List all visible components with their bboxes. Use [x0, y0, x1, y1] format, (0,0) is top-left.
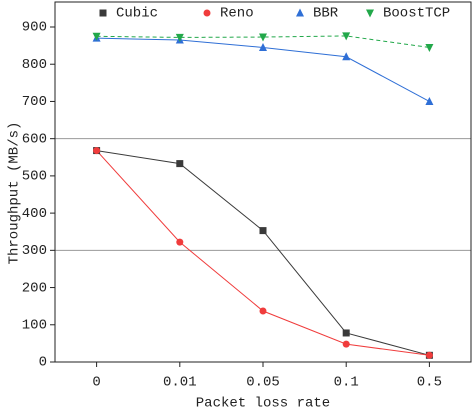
y-tick-label: 100 — [22, 317, 47, 333]
marker — [259, 33, 267, 42]
marker — [92, 32, 101, 41]
x-axis-label: Packet loss rate — [196, 396, 330, 412]
series-line — [96, 150, 430, 356]
y-tick-label: 400 — [22, 206, 47, 222]
marker — [259, 227, 267, 235]
y-axis-label: Throughput (MB/s) — [7, 122, 23, 265]
marker — [259, 307, 267, 315]
x-tick-label: 0.1 — [334, 375, 359, 391]
y-tick-label: 600 — [22, 131, 47, 147]
x-tick-label: 0.05 — [246, 375, 280, 391]
series-line — [96, 150, 430, 356]
y-tick-label: 900 — [22, 20, 47, 36]
y-tick-label: 700 — [22, 94, 47, 110]
marker — [425, 43, 434, 52]
marker — [425, 351, 433, 359]
marker — [93, 147, 101, 155]
marker — [342, 52, 351, 61]
y-tick-label: 200 — [22, 280, 47, 296]
x-tick-label: 0.01 — [163, 375, 197, 391]
marker — [342, 340, 350, 348]
y-tick-label: 800 — [22, 57, 47, 73]
marker — [425, 96, 434, 105]
marker — [176, 238, 184, 246]
legend-label: Reno — [220, 6, 254, 22]
legend-marker — [203, 9, 211, 17]
x-tick-label: 0 — [92, 375, 100, 391]
legend-marker — [99, 9, 107, 17]
y-tick-label: 300 — [22, 243, 47, 259]
marker — [342, 32, 351, 41]
legend-label: BoostTCP — [383, 6, 450, 22]
legend-marker — [296, 8, 304, 17]
marker — [342, 329, 350, 337]
marker — [175, 33, 184, 42]
marker — [259, 42, 267, 51]
legend-marker — [366, 9, 374, 18]
y-tick-label: 500 — [22, 169, 47, 185]
x-tick-label: 0.5 — [417, 375, 442, 391]
marker — [176, 160, 184, 168]
legend-label: Cubic — [116, 6, 158, 22]
legend-label: BBR — [313, 6, 339, 22]
y-tick-label: 0 — [39, 355, 47, 371]
